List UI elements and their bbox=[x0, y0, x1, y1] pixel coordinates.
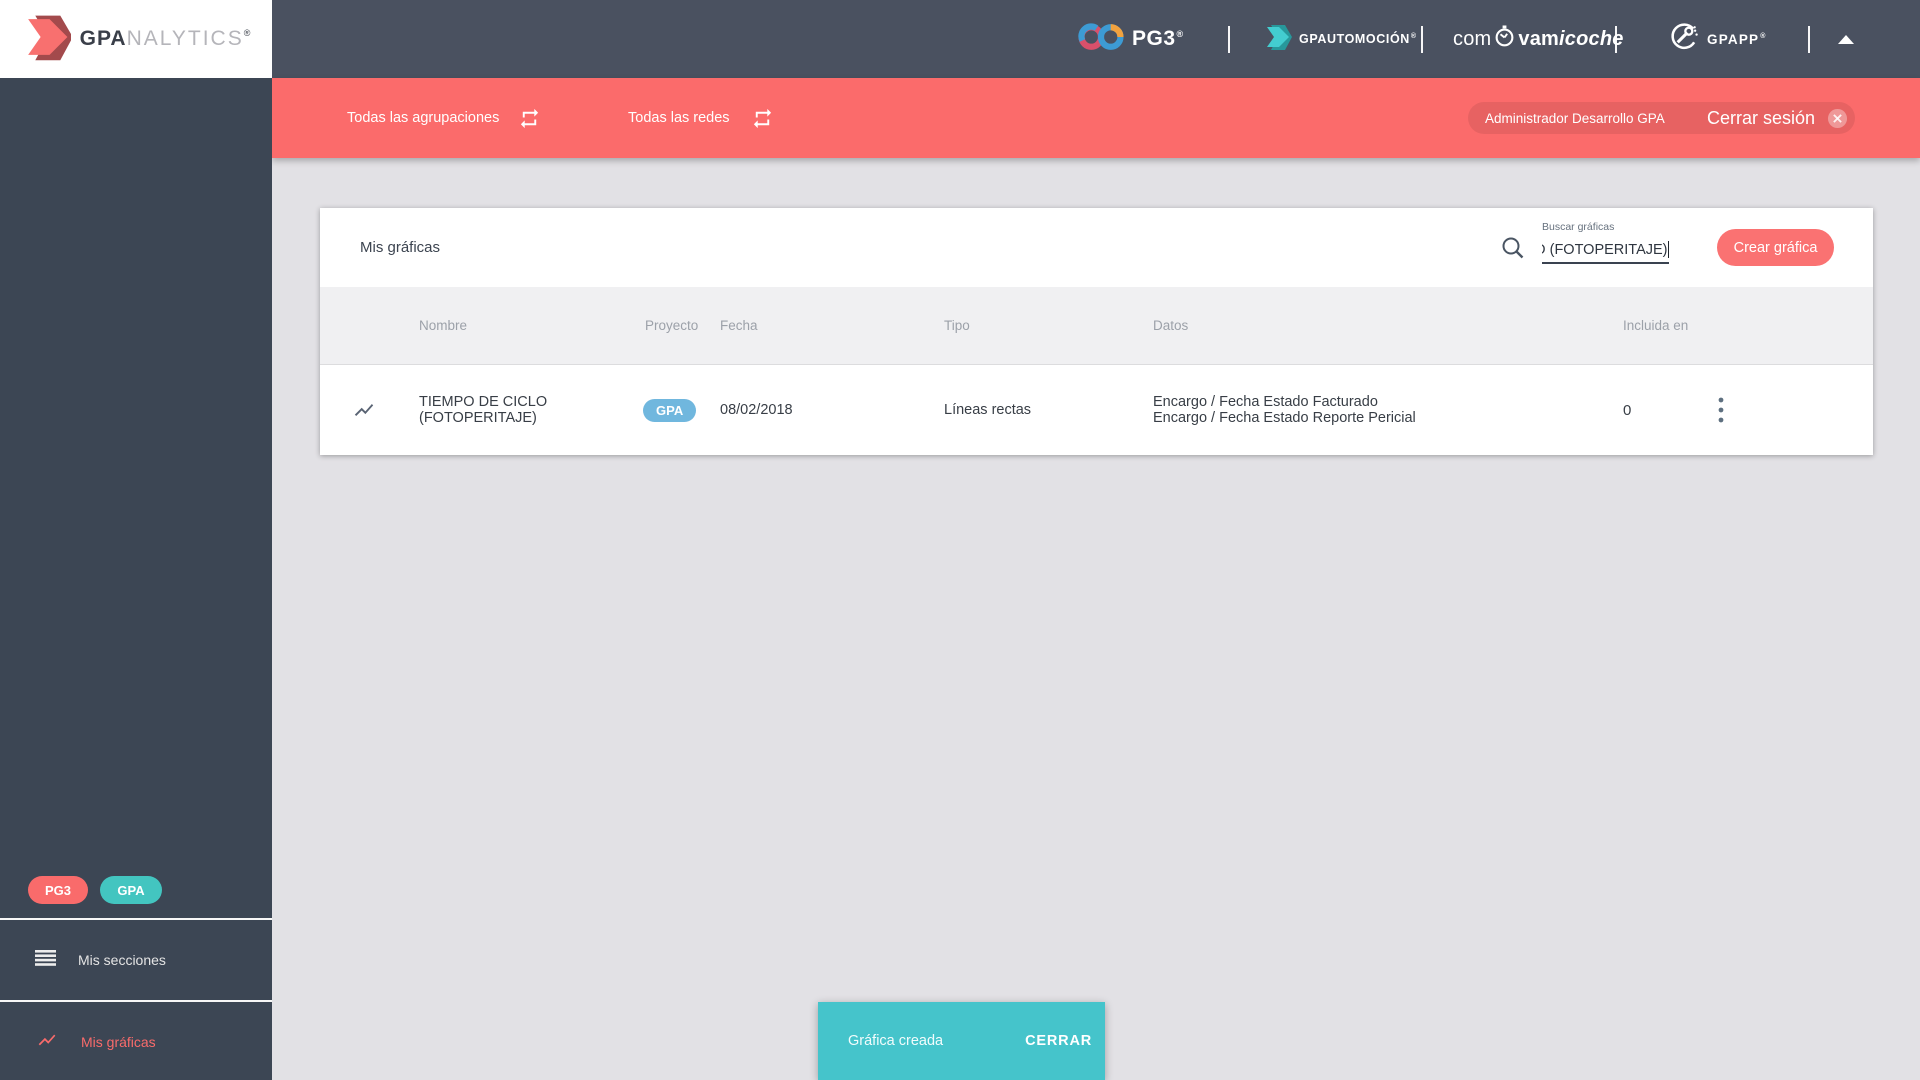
sidebar-item-mis-secciones[interactable]: Mis secciones bbox=[0, 920, 272, 1000]
row-chart-type-icon bbox=[320, 365, 419, 455]
create-chart-button[interactable]: Crear gráfica bbox=[1717, 229, 1834, 266]
search-icon[interactable] bbox=[1500, 235, 1526, 266]
gpanalytics-arrow-icon bbox=[21, 12, 73, 67]
snackbar-toast: Gráfica creada CERRAR bbox=[818, 1002, 1105, 1080]
pg3-logo[interactable]: PG3® bbox=[1078, 0, 1184, 78]
search-input-value: TIEMPO DE CICLO (FOTOPERITAJE) bbox=[1542, 241, 1668, 258]
sidebar-divider bbox=[0, 918, 272, 920]
row-type: Líneas rectas bbox=[944, 402, 1032, 418]
logout-close-icon[interactable] bbox=[1827, 108, 1848, 129]
gpanalytics-wordmark: GPA NALYTICS ® bbox=[79, 27, 252, 50]
sidebar-divider bbox=[0, 1000, 272, 1002]
topbar-divider bbox=[1615, 26, 1617, 53]
row-more-options-icon[interactable] bbox=[1717, 394, 1725, 426]
filter-bar: Todas las agrupaciones Todas las redes A… bbox=[272, 78, 1920, 158]
groupings-filter[interactable]: Todas las agrupaciones bbox=[347, 110, 500, 126]
gpautomocion-wordmark: GPAUTOMOCIÓN® bbox=[1299, 32, 1417, 46]
my-charts-card: Mis gráficas Buscar gráficas TIEMPO DE C… bbox=[320, 208, 1873, 455]
comvamicoche-logo[interactable]: com vam icoche bbox=[1453, 0, 1624, 78]
user-name: Administrador Desarrollo GPA bbox=[1485, 110, 1665, 126]
pg3-wordmark: PG3® bbox=[1132, 27, 1184, 50]
sidebar-item-mis-graficas[interactable]: Mis gráficas bbox=[0, 1002, 272, 1080]
swap-groupings-icon[interactable] bbox=[518, 107, 541, 135]
gpautomocion-arrow-icon bbox=[1262, 23, 1292, 56]
collapse-caret-icon[interactable] bbox=[1838, 35, 1854, 44]
gpapp-wrench-icon bbox=[1668, 21, 1699, 57]
networks-filter[interactable]: Todas las redes bbox=[628, 110, 730, 126]
toast-close-button[interactable]: CERRAR bbox=[1025, 1033, 1092, 1049]
text-caret bbox=[1667, 241, 1669, 258]
gpautomocion-logo[interactable]: GPAUTOMOCIÓN® bbox=[1262, 0, 1417, 78]
row-included-count: 0 bbox=[1623, 401, 1632, 419]
sections-menu-icon bbox=[35, 949, 56, 971]
card-header: Mis gráficas Buscar gráficas TIEMPO DE C… bbox=[320, 208, 1873, 287]
sidebar-badge-pg3[interactable]: PG3 bbox=[28, 876, 88, 904]
row-data-sources: Encargo / Fecha Estado Facturado Encargo… bbox=[1153, 393, 1416, 427]
row-date: 08/02/2018 bbox=[720, 402, 793, 418]
top-bar: GPA NALYTICS ® PG3® GPAUTOMOCIÓN® com bbox=[0, 0, 1920, 78]
line-chart-icon bbox=[35, 1030, 59, 1055]
toast-message: Gráfica creada bbox=[848, 1033, 944, 1049]
table-row[interactable]: TIEMPO DE CICLO (FOTOPERITAJE) GPA 08/02… bbox=[320, 365, 1873, 455]
stopwatch-icon bbox=[1491, 24, 1518, 54]
project-badge: GPA bbox=[643, 398, 697, 422]
search-field-label: Buscar gráficas bbox=[1542, 221, 1615, 233]
gpapp-wordmark: GPAPP® bbox=[1707, 31, 1767, 47]
search-input[interactable]: TIEMPO DE CICLO (FOTOPERITAJE) bbox=[1542, 237, 1669, 264]
topbar-divider bbox=[1808, 26, 1810, 53]
column-header-fecha: Fecha bbox=[720, 318, 758, 333]
logout-button[interactable]: Cerrar sesión bbox=[1706, 107, 1815, 128]
column-header-nombre: Nombre bbox=[419, 318, 468, 333]
column-header-datos: Datos bbox=[1153, 318, 1189, 333]
column-header-proyecto: Proyecto bbox=[645, 318, 699, 333]
topbar-divider bbox=[1421, 26, 1423, 53]
sidebar-badge-gpa[interactable]: GPA bbox=[100, 876, 162, 904]
swap-networks-icon[interactable] bbox=[751, 107, 774, 135]
user-session-pill: Administrador Desarrollo GPA Cerrar sesi… bbox=[1468, 102, 1855, 134]
row-name: TIEMPO DE CICLO (FOTOPERITAJE) bbox=[419, 393, 548, 427]
gpanalytics-logo[interactable]: GPA NALYTICS ® bbox=[0, 0, 272, 78]
column-header-tipo: Tipo bbox=[944, 318, 970, 333]
topbar-divider bbox=[1228, 26, 1230, 53]
table-header: Nombre Proyecto Fecha Tipo Datos Incluid… bbox=[320, 287, 1873, 365]
column-header-incluida-en: Incluida en bbox=[1623, 318, 1689, 333]
page-title: Mis gráficas bbox=[360, 239, 441, 256]
gpapp-logo[interactable]: GPAPP® bbox=[1668, 0, 1767, 78]
sidebar: PG3 GPA Mis secciones Mis gráficas bbox=[0, 78, 272, 1080]
pg3-infinity-icon bbox=[1078, 20, 1124, 59]
